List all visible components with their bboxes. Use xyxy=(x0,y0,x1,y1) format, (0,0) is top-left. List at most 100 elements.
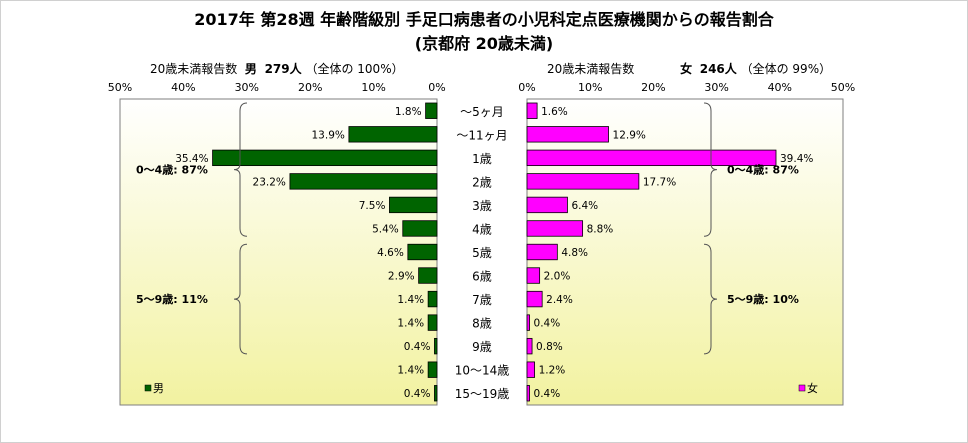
male-value-label: 4.6% xyxy=(377,247,404,259)
female-legend-swatch xyxy=(798,384,806,392)
female-x-tick-label: 0% xyxy=(518,81,535,94)
female-value-label: 39.4% xyxy=(780,153,813,165)
male-value-label: 1.8% xyxy=(395,106,422,118)
female-bar xyxy=(526,149,777,167)
female-value-label: 0.4% xyxy=(534,318,561,330)
female-value-label: 12.9% xyxy=(613,129,646,141)
male-value-label: 7.5% xyxy=(359,200,386,212)
left-header-ratio: （全体の 100%） xyxy=(305,62,404,76)
right-header-prefix: 20歳未満報告数 xyxy=(547,62,635,76)
male-group-annotation: 0～4歳: 87% xyxy=(136,163,208,177)
female-bar xyxy=(526,196,568,214)
male-x-tick-label: 50% xyxy=(108,81,132,94)
female-bar xyxy=(526,102,538,119)
male-bar xyxy=(425,102,438,119)
male-bar xyxy=(407,243,438,261)
male-bar xyxy=(389,196,438,214)
male-value-label: 1.4% xyxy=(397,294,424,306)
male-bar xyxy=(289,173,438,190)
male-value-label: 1.4% xyxy=(397,318,424,330)
female-value-label: 8.8% xyxy=(587,223,614,235)
female-group-annotation: 5～9歳: 10% xyxy=(727,292,799,306)
category-label: 7歳 xyxy=(472,293,492,307)
category-label: 3歳 xyxy=(472,199,492,213)
category-label: 5歳 xyxy=(472,246,492,260)
female-value-label: 2.4% xyxy=(546,294,573,306)
female-group-annotation: 0～4歳: 87% xyxy=(727,163,799,177)
left-header-prefix: 20歳未満報告数 xyxy=(150,62,238,76)
female-value-label: 4.8% xyxy=(561,247,588,259)
female-bar xyxy=(526,126,609,143)
left-header: 20歳未満報告数 男 279人 （全体の 100%） xyxy=(150,60,404,77)
female-bar xyxy=(526,267,541,284)
male-bar xyxy=(427,314,438,331)
male-value-label: 35.4% xyxy=(175,153,208,165)
male-bar xyxy=(402,220,438,237)
male-x-tick-label: 10% xyxy=(361,81,385,94)
male-value-label: 1.4% xyxy=(397,365,424,377)
category-label: ～5ヶ月 xyxy=(460,105,504,119)
category-label: 4歳 xyxy=(472,222,492,236)
category-label: 9歳 xyxy=(472,340,492,354)
category-label: 2歳 xyxy=(472,175,492,189)
male-x-tick-label: 40% xyxy=(171,81,195,94)
male-value-label: 23.2% xyxy=(253,176,286,188)
male-value-label: 13.9% xyxy=(312,129,345,141)
female-value-label: 1.2% xyxy=(539,365,566,377)
right-header-ratio: （全体の 99%） xyxy=(740,62,832,76)
male-bar xyxy=(427,290,438,308)
male-legend-swatch xyxy=(144,384,152,392)
category-label: 10～14歳 xyxy=(455,364,510,378)
female-value-label: 0.4% xyxy=(534,388,561,400)
female-value-label: 0.8% xyxy=(536,341,563,353)
male-group-bracket xyxy=(233,102,248,237)
male-group-bracket xyxy=(233,243,248,355)
female-group-bracket xyxy=(703,102,718,237)
right-header: 20歳未満報告数 女 246人 （全体の 99%） xyxy=(547,60,831,77)
female-x-tick-label: 50% xyxy=(831,81,855,94)
category-label: 15～19歳 xyxy=(455,387,510,401)
left-header-count: 279人 xyxy=(264,62,302,76)
female-value-label: 17.7% xyxy=(643,176,676,188)
male-x-tick-label: 0% xyxy=(428,81,445,94)
female-bar xyxy=(526,220,584,237)
male-value-label: 2.9% xyxy=(388,271,415,283)
male-bar xyxy=(434,385,438,402)
category-label: 1歳 xyxy=(472,152,492,166)
female-bar xyxy=(526,361,535,378)
male-bar xyxy=(212,149,438,167)
male-value-label: 5.4% xyxy=(372,223,399,235)
female-bar xyxy=(526,337,533,355)
right-header-gender: 女 xyxy=(680,62,693,76)
right-header-count: 246人 xyxy=(699,62,737,76)
female-value-label: 2.0% xyxy=(544,271,571,283)
chart-subtitle: (京都府 20歳未満) xyxy=(414,34,554,53)
female-x-tick-label: 40% xyxy=(768,81,792,94)
male-value-label: 0.4% xyxy=(404,341,431,353)
female-value-label: 6.4% xyxy=(571,200,598,212)
male-bar xyxy=(348,126,438,143)
left-header-gender: 男 xyxy=(244,62,257,76)
female-legend-label: 女 xyxy=(807,381,818,395)
male-value-label: 0.4% xyxy=(404,388,431,400)
female-bar xyxy=(526,243,558,261)
chart-title: 2017年 第28週 年齢階級別 手足口病患者の小児科定点医療機関からの報告割合 xyxy=(194,10,774,29)
male-legend-label: 男 xyxy=(153,382,164,395)
category-label: 8歳 xyxy=(472,317,492,331)
male-bar xyxy=(434,337,438,355)
female-group-bracket xyxy=(703,243,718,355)
category-label: ～11ヶ月 xyxy=(456,128,507,142)
male-group-annotation: 5～9歳: 11% xyxy=(136,292,208,306)
female-x-tick-label: 10% xyxy=(578,81,602,94)
category-label: 6歳 xyxy=(472,270,492,284)
male-x-tick-label: 20% xyxy=(298,81,322,94)
female-value-label: 1.6% xyxy=(541,106,568,118)
female-bar xyxy=(526,290,543,308)
female-bar xyxy=(526,314,530,331)
female-x-tick-label: 20% xyxy=(641,81,665,94)
male-bar xyxy=(427,361,438,378)
female-bar xyxy=(526,173,640,190)
male-x-tick-label: 30% xyxy=(235,81,259,94)
